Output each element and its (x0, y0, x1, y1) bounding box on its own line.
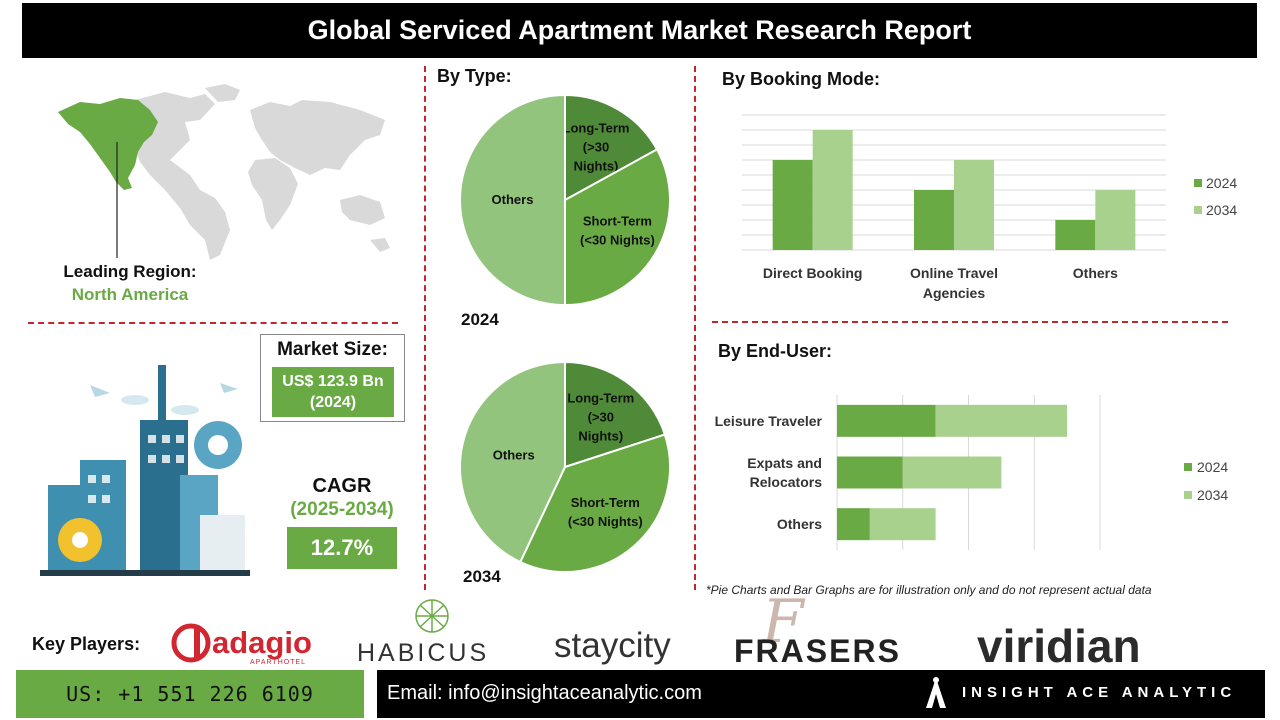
divider-left-horizontal (28, 322, 398, 324)
legend-label-2034: 2034 (1197, 487, 1228, 503)
bar-2034-0 (935, 404, 1068, 437)
legend-label-2024: 2024 (1197, 459, 1228, 475)
pie-label-0: Long-Term (>30 Nights) (567, 391, 634, 444)
legend-swatch-2034 (1194, 206, 1202, 214)
report-title: Global Serviced Apartment Market Researc… (22, 3, 1257, 58)
pie-chart-2034: Long-Term (>30 Nights) Short-Term (<30 Night… (459, 360, 671, 573)
bar-2024-1 (914, 190, 954, 250)
bar-2034-1 (902, 456, 1002, 489)
bar-2034-0 (812, 130, 853, 250)
cagr-value: 12.7% (287, 527, 397, 569)
bar-2034-2 (1095, 190, 1136, 250)
pie-slice-2 (459, 360, 566, 564)
legend-swatch-2024 (1194, 179, 1202, 187)
market-size-value-box: US$ 123.9 Bn (2024) (272, 367, 394, 417)
pie-year-2034: 2034 (463, 567, 501, 586)
habicus-logo: HABICUS (355, 598, 510, 667)
y-tick-label-0: Leisure Traveler (715, 413, 823, 429)
legend-label-2024: 2024 (1206, 175, 1237, 191)
svg-text:F: F (761, 590, 806, 657)
bar-2024-1 (837, 456, 903, 489)
end-user-bar-chart: Leisure Traveler Expats and Relocators Othe… (715, 395, 1228, 550)
x-tick-label-1: Online Travel Agencies (910, 265, 998, 301)
key-players-label: Key Players: (32, 634, 141, 654)
svg-text:APARTHOTEL: APARTHOTEL (250, 659, 306, 666)
pie-label-1: Short-Term (<30 Nights) (580, 214, 655, 248)
legend-swatch-2024 (1184, 463, 1192, 471)
world-map (58, 84, 390, 260)
pie-label-0: Long-Term (>30 Nights) (563, 121, 630, 174)
divider-right (694, 66, 696, 590)
leading-region-label: Leading Region: (63, 262, 197, 281)
pie-slice-0 (564, 93, 659, 202)
pie-chart-2024: Long-Term (>30 Nights) Short-Term (<30 Night… (459, 93, 671, 307)
pie-slice-1 (518, 433, 671, 573)
svg-text:adagio: adagio (212, 625, 312, 660)
footnote: *Pie Charts and Bar Graphs are for illus… (706, 583, 1152, 597)
svg-text:HABICUS: HABICUS (357, 639, 489, 666)
viridian-logo: viridian (975, 618, 1195, 672)
bar-2034-2 (869, 508, 936, 541)
legend-label-2034: 2034 (1206, 202, 1237, 218)
cagr-period: (2025-2034) (290, 499, 394, 520)
pie-label-2: Others (492, 192, 534, 207)
legend-swatch-2034 (1184, 491, 1192, 499)
insight-ace-logo-icon (926, 677, 946, 708)
bar-2024-0 (772, 160, 813, 250)
pie-slice-0 (564, 360, 667, 469)
footer-contact-bar: Email: info@insightaceanalytic.com INSIG… (377, 670, 1265, 718)
pie-label-1: Short-Term (<30 Nights) (568, 495, 643, 529)
bar-2024-2 (837, 508, 870, 541)
pie-slice-1 (564, 148, 671, 307)
bar-2024-0 (837, 404, 936, 437)
by-type-title: By Type: (437, 66, 512, 86)
footer-email[interactable]: Email: info@insightaceanalytic.com (387, 682, 702, 704)
svg-text:viridian: viridian (977, 620, 1141, 668)
market-size-value: US$ 123.9 Bn (282, 373, 384, 390)
x-tick-label-0: Direct Booking (763, 265, 863, 281)
y-tick-label-1: Expats and Relocators (747, 455, 822, 490)
cagr-label: CAGR (312, 475, 372, 497)
by-booking-title: By Booking Mode: (722, 69, 880, 89)
booking-mode-bar-chart: Direct Booking Online Travel Agencies Other… (742, 114, 1237, 301)
market-size-year: (2024) (309, 394, 357, 411)
divider-left (424, 66, 426, 590)
adagio-logo: adagio APARTHOTEL (170, 622, 330, 666)
x-tick-label-2: Others (1073, 265, 1118, 281)
footer-brand: INSIGHT ACE ANALYTIC (962, 684, 1237, 701)
leading-region-value: North America (71, 285, 189, 304)
frasers-logo: F FRASERS (732, 587, 947, 669)
y-tick-label-2: Others (777, 516, 822, 532)
city-illustration (40, 365, 250, 576)
svg-text:staycity: staycity (554, 626, 671, 665)
pie-label-2: Others (493, 448, 535, 463)
divider-right-horizontal (712, 321, 1228, 323)
bar-2024-2 (1055, 220, 1096, 250)
by-end-user-title: By End-User: (718, 341, 833, 361)
bar-2034-1 (954, 160, 994, 250)
svg-text:FRASERS: FRASERS (734, 633, 901, 666)
pie-year-2024: 2024 (461, 310, 499, 329)
staycity-logo: staycity (550, 624, 690, 668)
pie-slice-2 (459, 93, 566, 307)
market-size-box: Market Size: US$ 123.9 Bn (2024) (260, 334, 405, 422)
footer-phone[interactable]: US: +1 551 226 6109 (16, 670, 364, 718)
market-size-label: Market Size: (277, 339, 388, 360)
